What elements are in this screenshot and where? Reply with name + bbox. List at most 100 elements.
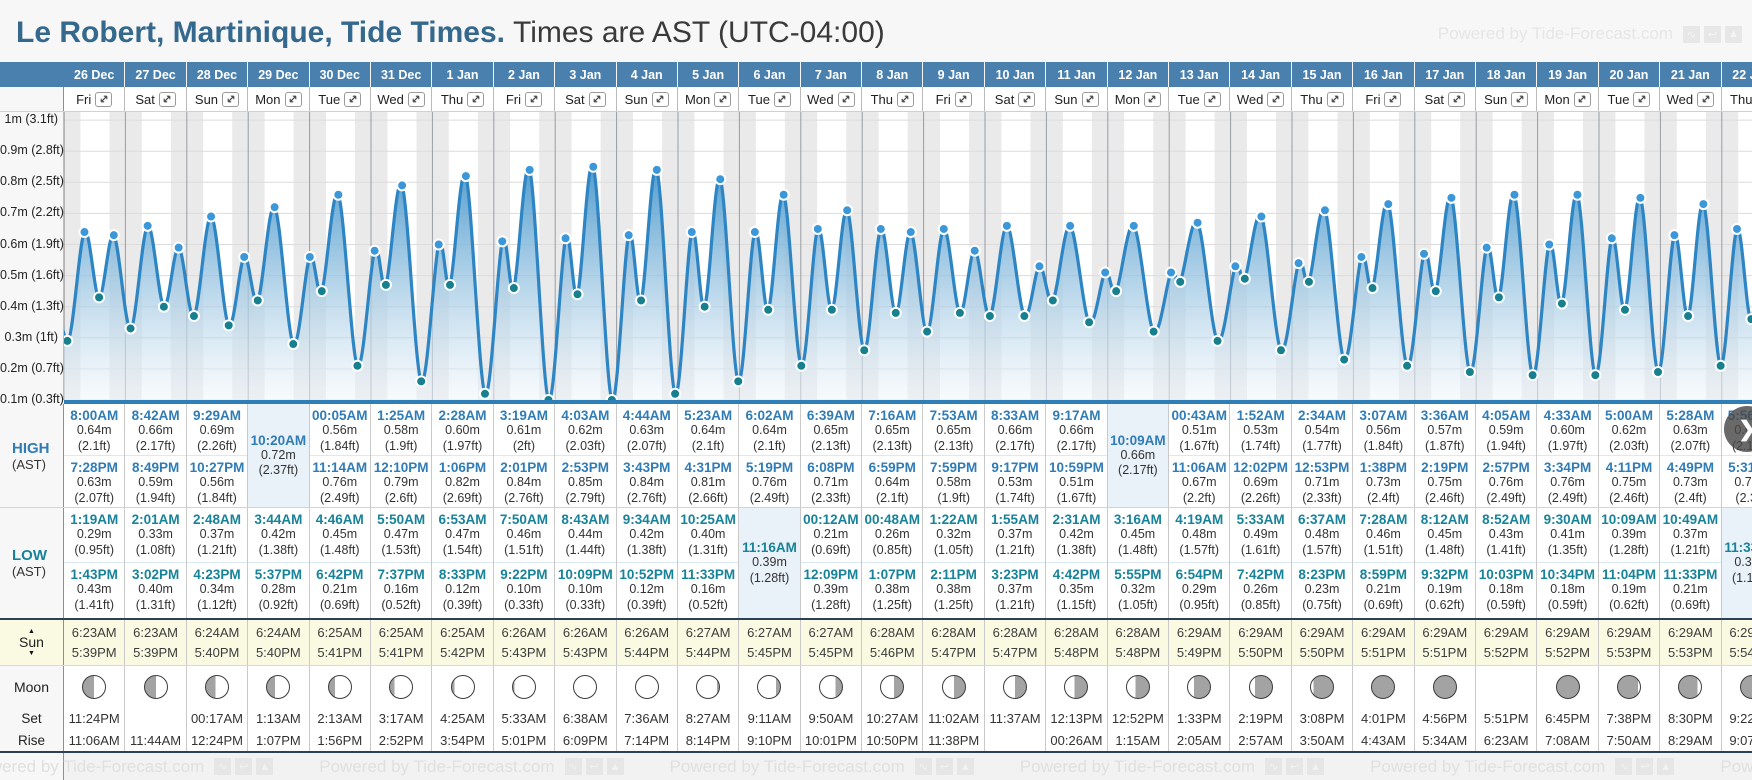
expand-day-button[interactable] bbox=[1143, 91, 1161, 107]
expand-day-button[interactable] bbox=[344, 91, 362, 107]
moon-phase-icon bbox=[1432, 675, 1457, 699]
expand-day-button[interactable] bbox=[896, 91, 914, 107]
moon-rise-cell: 7:50AM bbox=[1598, 729, 1661, 751]
wave-icon: ∿ bbox=[1615, 758, 1633, 775]
tide-height-ft: (1.15ft) bbox=[1056, 597, 1097, 612]
tide-time: 10:27PM bbox=[189, 460, 245, 475]
moon-rise-cell: 10:50PM bbox=[862, 729, 924, 751]
high-tide-dot bbox=[714, 173, 727, 186]
tide-height-ft: (1.28ft) bbox=[749, 570, 790, 585]
expand-day-button[interactable] bbox=[588, 91, 606, 107]
expand-day-button[interactable] bbox=[1081, 91, 1099, 107]
sunrise-time: 6:29AM bbox=[1176, 624, 1222, 640]
weekday-label: Thu bbox=[1300, 91, 1323, 107]
tide-height-ft: (1.94ft) bbox=[135, 490, 176, 505]
high-tide-dot bbox=[396, 179, 409, 192]
expand-day-button[interactable] bbox=[1573, 91, 1591, 107]
low-tide-cell: 10:49AM 0.37m (1.21ft) 11:33PM 0.21m (0.69ft) bbox=[1660, 508, 1722, 618]
high-tide-event: 3:43PM 0.84m (2.76ft) bbox=[617, 456, 677, 507]
tide-height-ft: (1.38ft) bbox=[626, 542, 667, 557]
sunrise-time: 6:28AM bbox=[1054, 624, 1099, 640]
low-tide-dot bbox=[983, 310, 996, 323]
high-tide-event: 11:14AM 0.76m (2.49ft) bbox=[310, 456, 370, 507]
low-tide-cell: 3:44AM 0.42m (1.38ft) 5:37PM 0.28m (0.92ft) bbox=[248, 508, 310, 618]
low-tide-cell: 4:46AM 0.45m (1.48ft) 6:42PM 0.21m (0.69ft) bbox=[309, 508, 371, 618]
y-axis-label: 0.2m (0.7ft) bbox=[0, 360, 64, 375]
expand-day-button[interactable] bbox=[714, 91, 732, 107]
tide-height-m: 0.39m bbox=[752, 555, 787, 569]
y-axis-label: 0.4m (1.3ft) bbox=[0, 298, 64, 313]
moon-rise-cell: 4:43AM bbox=[1353, 729, 1415, 751]
expand-day-button[interactable] bbox=[837, 91, 855, 107]
tide-height-ft: (0.69ft) bbox=[1670, 597, 1711, 612]
expand-day-button[interactable] bbox=[1448, 91, 1466, 107]
tide-height-ft: (1.31ft) bbox=[688, 542, 728, 557]
high-tide-event: 5:23AM 0.64m (2.1ft) bbox=[677, 404, 739, 456]
sunrise-time: 6:29AM bbox=[1360, 624, 1406, 640]
high-tide-event: 2:53PM 0.85m (2.79ft) bbox=[555, 456, 615, 507]
low-tide-dot bbox=[1492, 291, 1505, 304]
low-tide-dot bbox=[635, 294, 648, 307]
high-tide-event: 6:02AM 0.64m (2.1ft) bbox=[739, 404, 800, 456]
tide-height-ft: (0.92ft) bbox=[258, 597, 299, 612]
low-tide-event: 1:07PM 0.38m (1.25ft) bbox=[862, 563, 922, 618]
high-tide-cell: 6:02AM 0.64m (2.1ft) 5:19PM 0.76m (2.49ft) bbox=[739, 404, 801, 507]
expand-day-button[interactable] bbox=[1018, 91, 1036, 107]
low-tide-event: 4:23PM 0.34m (1.12ft) bbox=[187, 563, 247, 618]
tide-height-ft: (2.37ft) bbox=[258, 463, 299, 477]
tide-height-ft: (2.26ft) bbox=[197, 438, 237, 453]
tide-height-m: 0.81m bbox=[690, 475, 726, 489]
low-tide-event: 4:19AM 0.48m (1.57ft) bbox=[1169, 508, 1230, 563]
tide-height-ft: (2.03ft) bbox=[1609, 438, 1649, 453]
sun-times-cell: 6:27AM 5:44PM bbox=[677, 620, 740, 665]
expand-day-button[interactable] bbox=[773, 91, 791, 107]
expand-day-button[interactable] bbox=[1697, 91, 1715, 107]
expand-day-button[interactable] bbox=[95, 91, 113, 107]
expand-day-button[interactable] bbox=[407, 91, 425, 107]
expand-day-button[interactable] bbox=[1267, 91, 1285, 107]
high-tide-event: 8:33AM 0.66m (2.17ft) bbox=[984, 404, 1046, 456]
tide-height-ft: (2.13ft) bbox=[811, 438, 851, 453]
low-tide-dot bbox=[124, 322, 137, 335]
expand-day-button[interactable] bbox=[1203, 91, 1221, 107]
tide-time: 8:42AM bbox=[131, 408, 180, 423]
expand-day-button[interactable] bbox=[284, 91, 302, 107]
expand-day-button[interactable] bbox=[467, 91, 485, 107]
sunrise-time: 6:29AM bbox=[1545, 624, 1590, 640]
tide-time: 4:23PM bbox=[193, 567, 241, 582]
tide-height-m: 0.73m bbox=[1366, 475, 1401, 489]
next-page-button[interactable]: ❯ bbox=[1724, 406, 1752, 452]
weekday-cell: Thu bbox=[862, 87, 924, 111]
low-tide-event: 9:32PM 0.19m (0.62ft) bbox=[1415, 563, 1475, 618]
date-header-17-jan: 17 Jan bbox=[1414, 62, 1476, 87]
high-tide-event: 11:06AM 0.67m (2.2ft) bbox=[1169, 456, 1229, 507]
expand-day-button[interactable] bbox=[222, 91, 240, 107]
high-tide-dot bbox=[1033, 260, 1046, 273]
expand-day-button[interactable] bbox=[651, 91, 669, 107]
expand-day-button[interactable] bbox=[1384, 91, 1402, 107]
moon-set-cell: 9:50AM bbox=[800, 708, 863, 729]
expand-day-button[interactable] bbox=[525, 91, 543, 107]
tide-height-m: 0.26m bbox=[1243, 582, 1278, 596]
date-header-19-jan: 19 Jan bbox=[1537, 62, 1599, 87]
weekday-label: Mon bbox=[1114, 91, 1140, 107]
expand-day-button[interactable] bbox=[954, 91, 972, 107]
date-header-29-dec: 29 Dec bbox=[248, 62, 310, 87]
sun-times-cell: 6:26AM 5:44PM bbox=[616, 620, 678, 665]
footer-watermark: Powered by Tide-Forecast.com ∿↩▲ bbox=[0, 757, 274, 777]
tide-height-m: 0.58m bbox=[383, 423, 419, 437]
tide-height-m: 0.47m bbox=[445, 527, 480, 541]
high-tide-event: 3:36AM 0.57m (1.87ft) bbox=[1414, 404, 1475, 456]
high-tide-cell: 5:00AM 0.62m (2.03ft) 4:11PM 0.75m (2.46ft) bbox=[1598, 404, 1661, 507]
moon-rise-row: Rise 11:06AM 11:44AM 12:24PM 1:07PM 1:56PM 2:… bbox=[0, 729, 1752, 751]
expand-day-button[interactable] bbox=[1633, 91, 1651, 107]
tide-height-ft: (1.54ft) bbox=[442, 542, 483, 557]
expand-day-button[interactable] bbox=[1511, 91, 1529, 107]
expand-day-button[interactable] bbox=[1326, 91, 1344, 107]
high-tide-event: 00:05AM 0.56m (1.84ft) bbox=[309, 404, 370, 456]
high-tide-event: 10:09AM 0.66m (2.17ft) bbox=[1108, 433, 1168, 479]
date-header-28-dec: 28 Dec bbox=[186, 62, 249, 87]
tide-height-m: 0.32m bbox=[936, 527, 972, 541]
expand-day-button[interactable] bbox=[158, 91, 176, 107]
tide-height-m: 0.64m bbox=[752, 423, 787, 437]
